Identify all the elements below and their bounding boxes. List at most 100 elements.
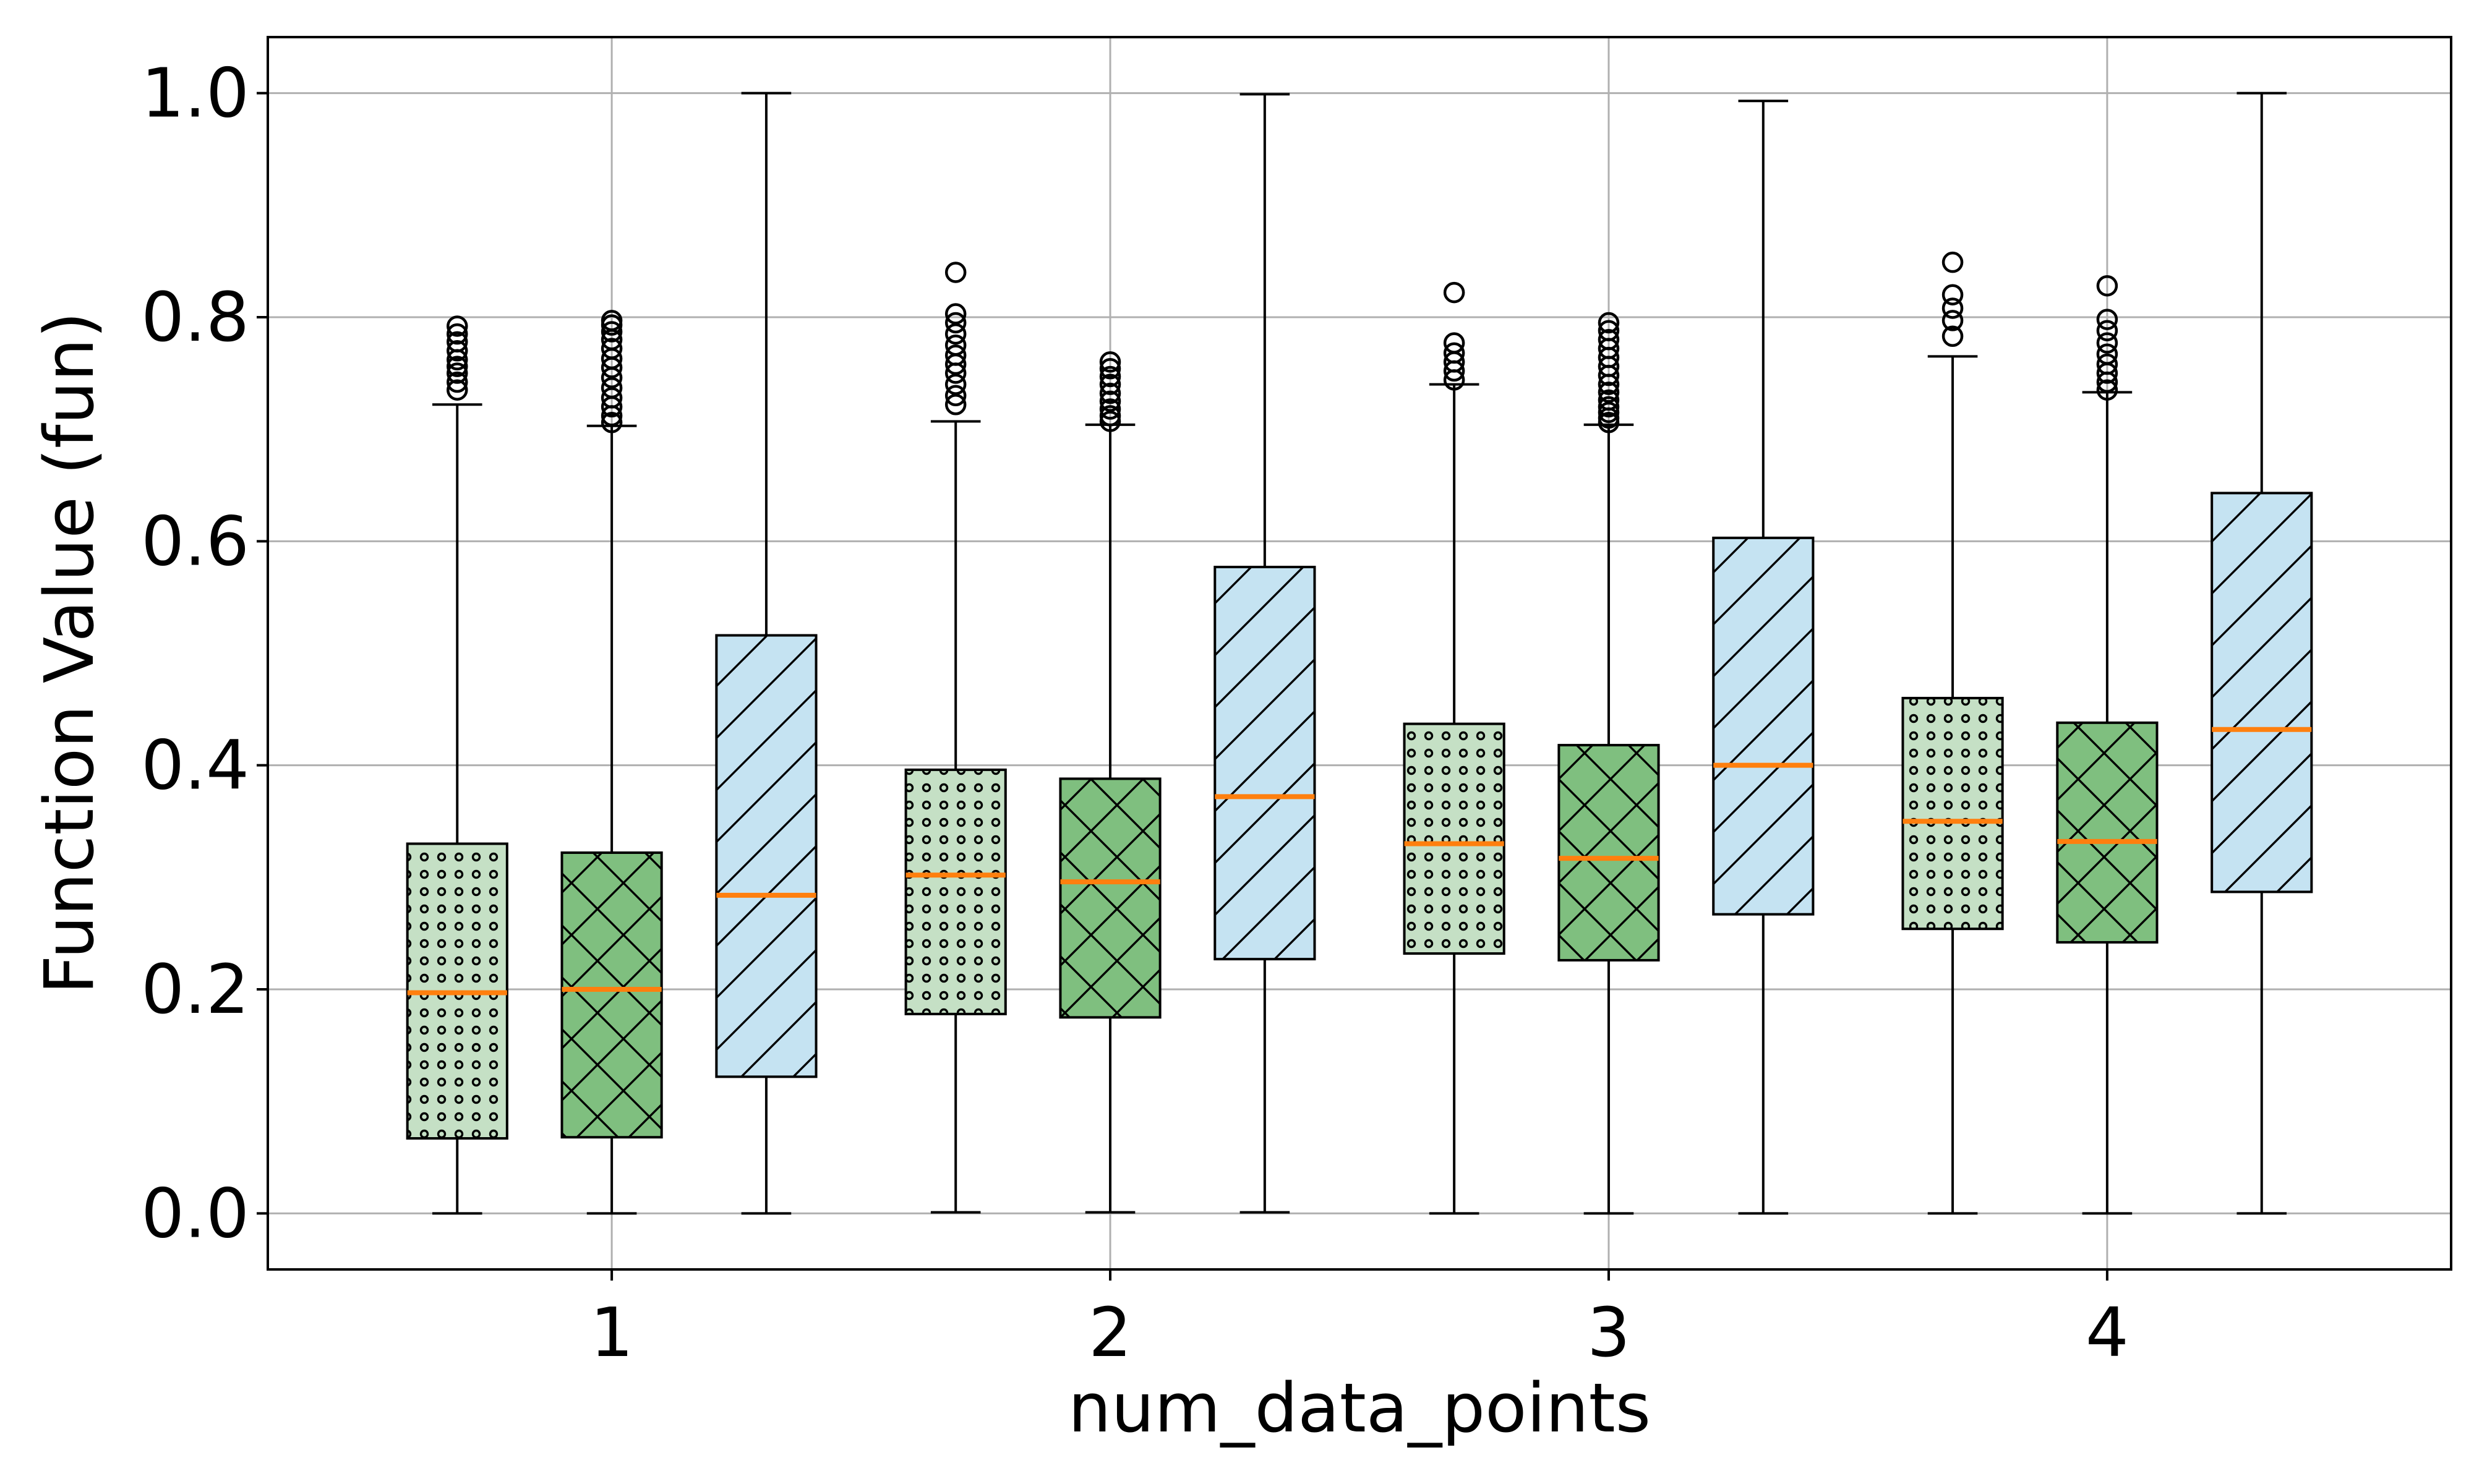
y-tick-label: 0.8: [141, 278, 249, 357]
outlier-point: [2096, 353, 2118, 375]
y-tick-label: 0.0: [141, 1174, 249, 1253]
outlier-point: [1099, 373, 1121, 395]
outlier-point: [1099, 405, 1121, 427]
outlier-point: [1941, 251, 1964, 273]
box-outline: [904, 768, 1007, 1015]
y-tick-label: 0.4: [141, 726, 249, 805]
outlier-point: [447, 379, 468, 401]
outlier-point: [944, 323, 967, 345]
x-axis-label: num_data_points: [1068, 1368, 1651, 1448]
box-group: [904, 262, 1007, 1214]
box-outline: [2056, 721, 2159, 944]
axis-ticks: 0.0 0.2 0.4 0.6 0.8 1.0 1 2 3 4: [141, 54, 2129, 1372]
outlier-point: [1099, 358, 1121, 380]
outlier-point: [447, 315, 468, 337]
box-group: [2056, 275, 2159, 1215]
x-tick-label: 3: [1587, 1293, 1630, 1372]
box-hatch: [2212, 493, 2312, 892]
box-hatch: [905, 769, 1006, 1014]
outlier-point: [944, 385, 967, 407]
box-hatch: [1060, 778, 1160, 1018]
outlier-point: [1099, 398, 1121, 420]
box-hatch: [716, 635, 816, 1077]
box-hatch: [2057, 722, 2157, 942]
outlier-point: [1443, 342, 1465, 364]
outlier-point: [1941, 284, 1964, 305]
outlier-point: [1598, 401, 1620, 424]
box-hatch: [1404, 723, 1504, 954]
box-plots: [406, 92, 2313, 1215]
x-tick-label: 4: [2086, 1293, 2129, 1372]
outlier-point: [1598, 396, 1620, 418]
outlier-point: [1598, 312, 1620, 334]
box-group: [2211, 92, 2313, 1215]
box-outline: [1213, 565, 1316, 961]
outlier-point: [447, 323, 468, 345]
outlier-point: [601, 412, 623, 433]
y-tick-label: 0.6: [141, 501, 249, 581]
outlier-point: [1099, 390, 1121, 412]
box-outline: [715, 634, 818, 1078]
box-group: [1403, 281, 1505, 1215]
outlier-point: [447, 340, 468, 362]
outlier-point: [601, 377, 623, 399]
outlier-point: [944, 335, 967, 356]
outlier-point: [944, 394, 967, 416]
box-group: [560, 310, 663, 1215]
box-outline: [1059, 777, 1162, 1019]
outlier-point: [944, 262, 967, 283]
box-group: [1712, 100, 1815, 1215]
outlier-point: [1099, 382, 1121, 404]
box-hatch: [562, 853, 662, 1138]
box-group: [1059, 351, 1162, 1214]
outlier-point: [2096, 320, 2118, 341]
box-outline: [1557, 744, 1660, 962]
box-hatch: [1215, 566, 1315, 960]
outlier-point: [601, 321, 623, 343]
box-group: [1213, 93, 1316, 1214]
outlier-point: [1941, 325, 1964, 348]
box-group: [406, 315, 508, 1215]
box-group: [1557, 312, 1660, 1215]
x-tick-label: 2: [1089, 1293, 1132, 1372]
outlier-point: [2096, 275, 2118, 297]
y-tick-label: 0.2: [141, 950, 249, 1029]
outlier-point: [1598, 382, 1620, 403]
box-hatch: [1713, 537, 1813, 915]
outlier-point: [601, 387, 623, 409]
outlier-point: [1941, 297, 1964, 319]
outlier-point: [944, 303, 967, 325]
outlier-point: [1941, 310, 1964, 331]
box-outline: [1901, 696, 2004, 931]
outlier-point: [601, 310, 623, 331]
outlier-point: [944, 312, 967, 334]
outlier-point: [2096, 332, 2118, 354]
box-outline: [1712, 536, 1815, 916]
box-hatch: [1559, 745, 1659, 960]
box-outline: [560, 851, 663, 1139]
box-hatch: [1903, 697, 2003, 929]
plot-area-frame: [267, 36, 2452, 1271]
outlier-point: [1099, 365, 1121, 388]
outlier-point: [447, 356, 468, 377]
box-group: [715, 92, 818, 1215]
outlier-point: [1598, 389, 1620, 411]
outlier-point: [1598, 328, 1620, 351]
outlier-point: [1099, 351, 1121, 373]
outlier-point: [2096, 309, 2118, 330]
box-group: [1901, 251, 2004, 1215]
outlier-point: [1099, 411, 1121, 432]
y-axis-label: Function Value (fun): [30, 312, 109, 994]
box-outline: [1403, 722, 1505, 955]
outlier-point: [1443, 332, 1465, 354]
outlier-point: [601, 338, 623, 359]
box-outline: [2211, 492, 2313, 893]
outlier-point: [1443, 281, 1465, 304]
outlier-point: [944, 344, 967, 366]
outlier-point: [447, 331, 468, 353]
outlier-point: [2096, 379, 2118, 401]
outlier-point: [447, 371, 468, 393]
outlier-point: [447, 362, 468, 384]
x-tick-label: 1: [590, 1293, 633, 1372]
